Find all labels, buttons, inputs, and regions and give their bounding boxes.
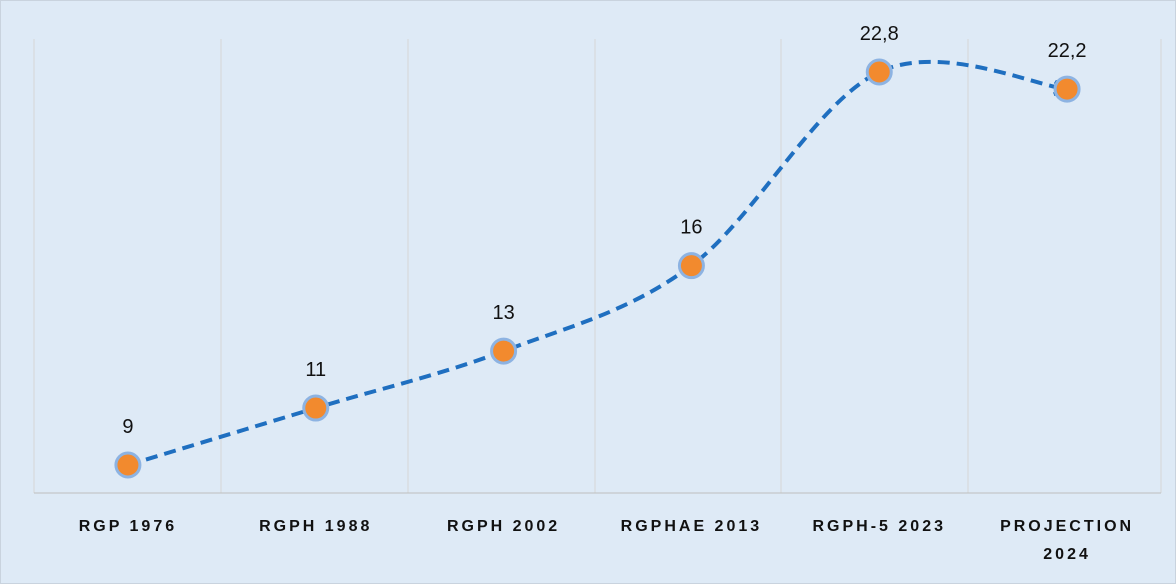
data-label: 22,2 <box>1048 40 1087 62</box>
data-label: 11 <box>305 359 326 381</box>
marker <box>302 394 330 422</box>
data-label: 16 <box>680 217 702 239</box>
x-tick-label: RGPH-5 2023 <box>812 518 946 535</box>
marker <box>114 451 142 479</box>
marker <box>490 337 518 365</box>
data-label: 22,8 <box>860 23 899 45</box>
x-tick-label: RGPH 1988 <box>259 518 373 535</box>
data-label: 13 <box>492 302 514 324</box>
marker <box>1053 75 1081 103</box>
x-tick-label: RGP 1976 <box>78 518 178 535</box>
x-tick-label: RGPHAE 2013 <box>620 518 763 535</box>
x-tick-label: PROJECTION 2024 <box>1000 518 1135 563</box>
marker <box>677 252 705 280</box>
marker <box>865 58 893 86</box>
data-label: 9 <box>122 416 133 438</box>
x-tick-label: RGPH 2002 <box>446 518 561 535</box>
series-line <box>127 59 1067 467</box>
gridlines <box>33 39 1162 493</box>
